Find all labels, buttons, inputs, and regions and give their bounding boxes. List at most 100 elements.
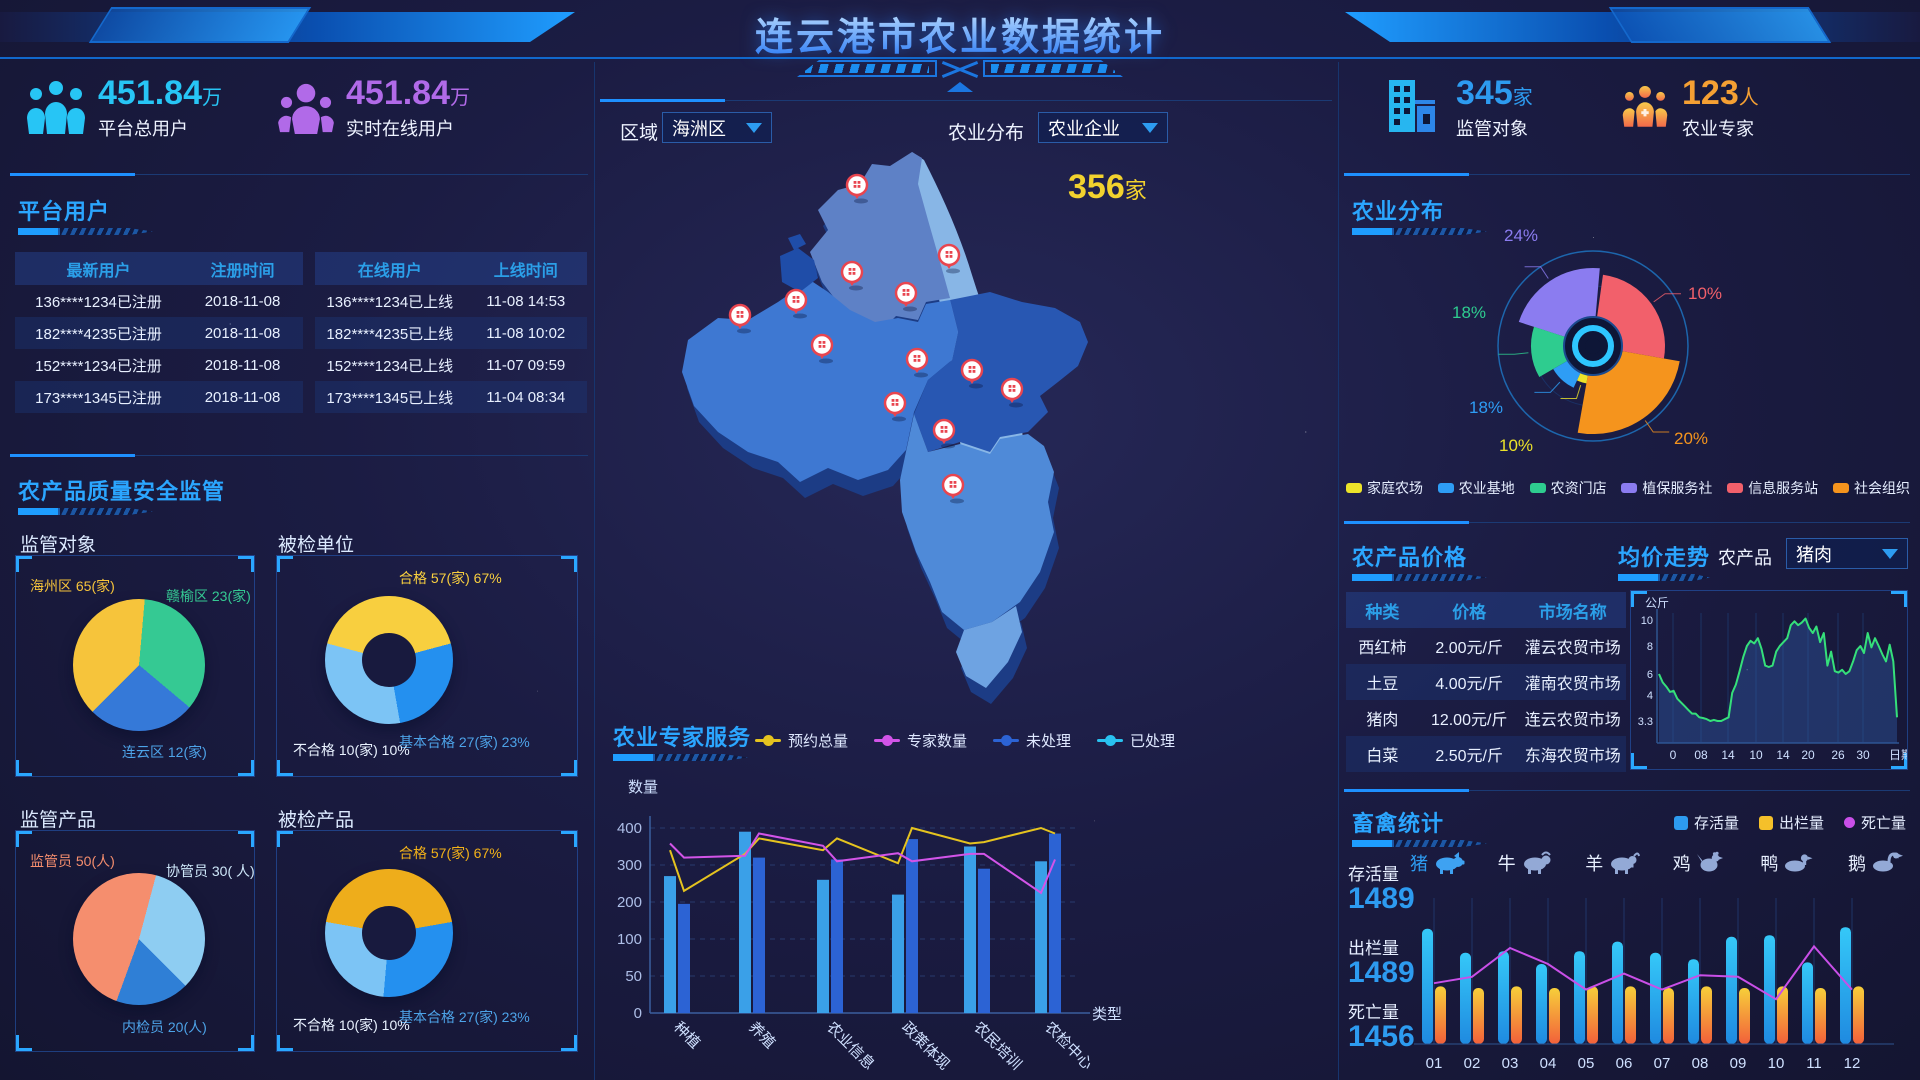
legend-item[interactable]: 农资门店 [1529, 478, 1607, 498]
animal-item-1[interactable]: 牛 [1498, 850, 1554, 876]
table-cell: 东海农贸市场 [1524, 748, 1621, 765]
slice-label: 不合格 10(家) 10% [293, 742, 410, 758]
pie-card-supervise-target: 赣榆区 23(家) 连云区 12(家) 海州区 65(家) [15, 555, 255, 777]
svg-text:06: 06 [1616, 1055, 1633, 1072]
legend-item[interactable]: 出栏量 [1758, 812, 1824, 833]
livestock-stat-label: 死亡量 [1348, 1003, 1399, 1022]
legend-item[interactable]: 家庭农场 [1346, 478, 1423, 498]
center-panel: 区域 海洲区 农业分布 农业企业 356家 [600, 62, 1332, 1080]
center-top-divider [600, 99, 1332, 102]
legend-item[interactable]: 预约总量 [755, 730, 848, 751]
legend-item[interactable]: 信息服务站 [1727, 478, 1818, 498]
trend-product-select[interactable]: 猪肉 [1786, 538, 1908, 569]
supervise-count-number: 345 [1456, 74, 1513, 112]
legend-label: 农业基地 [1458, 480, 1515, 496]
legend-label: 植保服务社 [1642, 480, 1713, 496]
experts-count-value: 123人 [1682, 74, 1759, 113]
region-select-value: 海洲区 [672, 118, 726, 139]
table-cell: 11-07 09:59 [486, 356, 566, 374]
map-pin[interactable] [905, 347, 929, 378]
map-pin[interactable] [1000, 377, 1024, 408]
map-pin[interactable] [941, 473, 965, 504]
livestock-stat-value: 1489 [1348, 956, 1415, 989]
column-header: 在线用户 [357, 262, 422, 280]
svg-text:03: 03 [1502, 1055, 1519, 1072]
map-pin[interactable] [960, 358, 984, 389]
online-users-icon [278, 83, 334, 134]
svg-text:200: 200 [617, 894, 642, 911]
animal-item-2[interactable]: 羊 [1585, 850, 1641, 876]
map-region-south[interactable] [900, 414, 1054, 630]
table-cell: 11-04 08:34 [486, 388, 566, 406]
legend-swatch [1437, 483, 1454, 493]
map-pin[interactable] [932, 418, 956, 449]
table-row: 白菜 2.50元/斤 东海农贸市场 [1346, 736, 1626, 772]
chevron-down-icon [1142, 122, 1158, 133]
animal-label: 鸭 [1760, 854, 1779, 874]
svg-text:10: 10 [1768, 1055, 1785, 1072]
map-pin[interactable] [937, 243, 961, 274]
map-region-center[interactable] [914, 292, 1088, 452]
legend-item[interactable]: 已处理 [1097, 730, 1175, 751]
map-region-north[interactable] [810, 152, 950, 328]
slice-label: 内检员 20(人) [122, 1019, 207, 1035]
legend-dot [882, 735, 894, 746]
legend-swatch [1529, 483, 1546, 493]
animal-icon [1523, 851, 1551, 874]
total-users-label: 平台总用户 [98, 119, 188, 139]
livestock-stat-value: 1489 [1348, 882, 1415, 915]
map-pin[interactable] [845, 173, 869, 204]
map-pin[interactable] [784, 288, 808, 319]
svg-text:20: 20 [1801, 748, 1815, 762]
animal-icon [1785, 854, 1813, 872]
deco-triangle [947, 82, 973, 92]
legend-item[interactable]: 植保服务社 [1621, 478, 1712, 498]
rose-slice[interactable] [1530, 326, 1593, 377]
donut-card-checked-products: 合格 57(家) 67% 基本合格 27(家) 23% 不合格 10(家) 10% [276, 830, 578, 1052]
table-cell: 猪肉 [1366, 712, 1399, 729]
title-underline-deco [18, 508, 153, 515]
dist-select-value: 农业企业 [1048, 118, 1120, 139]
map-pin[interactable] [728, 303, 752, 334]
slice-label: 不合格 10(家) 10% [293, 1017, 410, 1033]
slice-label: 合格 57(家) 67% [399, 570, 502, 586]
legend-item[interactable]: 专家数量 [874, 730, 967, 751]
animal-item-0[interactable]: 猪 [1410, 850, 1466, 876]
map-pin[interactable] [894, 281, 918, 312]
slice-label: 监管员 50(人) [30, 853, 115, 869]
map-pin[interactable] [810, 333, 834, 364]
table-cell: 152****1234已上线 [326, 357, 454, 375]
table-row: 136****1234已注册 2018-11-08 [15, 285, 303, 317]
legend-item[interactable]: 社会组织 [1832, 478, 1910, 498]
livestock-stat-label: 存活量 [1348, 865, 1399, 884]
table-cell: 136****1234已注册 [35, 293, 162, 311]
trend-product-label: 农产品 [1718, 548, 1772, 568]
column-divider-left [594, 62, 595, 1080]
map-region-south-tail[interactable] [956, 606, 1022, 688]
online-users-number: 451.84 [346, 74, 450, 112]
title-underline-deco [1352, 228, 1487, 235]
map-pin[interactable] [883, 391, 907, 422]
section-title-livestock: 畜禽统计 [1352, 811, 1445, 836]
animal-item-3[interactable]: 鸡 [1673, 850, 1729, 876]
map-region-west[interactable] [682, 280, 958, 482]
table-cell: 2.50元/斤 [1435, 748, 1503, 765]
legend-item[interactable]: 存活量 [1673, 812, 1739, 833]
map-pin[interactable] [840, 260, 864, 291]
legend-item[interactable]: 死亡量 [1843, 812, 1906, 833]
dist-select[interactable]: 农业企业 [1038, 112, 1168, 143]
table-cell: 连云农贸市场 [1524, 712, 1621, 729]
rose-percent-label: 18% [1469, 398, 1504, 417]
animal-icon [1436, 852, 1465, 874]
table-row: 土豆 4.00元/斤 灌南农贸市场 [1346, 664, 1626, 700]
slice-label: 基本合格 27(家) 23% [399, 734, 530, 750]
table-row: 182****4235已上线 11-08 10:02 [315, 317, 587, 349]
animal-item-5[interactable]: 鹅 [1848, 850, 1904, 876]
animal-item-4[interactable]: 鸭 [1760, 850, 1816, 876]
region-select[interactable]: 海洲区 [662, 112, 772, 143]
svg-text:14: 14 [1776, 748, 1790, 762]
animal-icon [1696, 851, 1723, 872]
legend-marker [1673, 815, 1688, 830]
legend-item[interactable]: 农业基地 [1437, 478, 1515, 498]
legend-item[interactable]: 未处理 [993, 730, 1071, 751]
